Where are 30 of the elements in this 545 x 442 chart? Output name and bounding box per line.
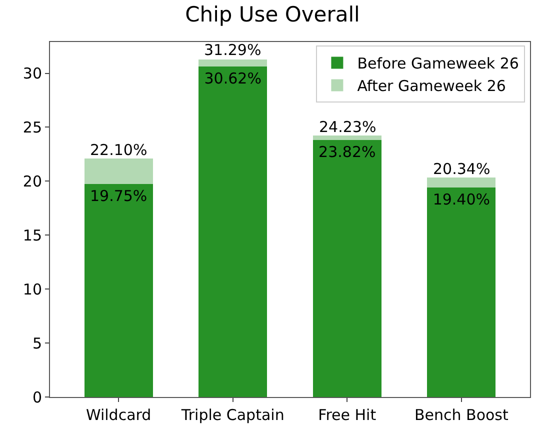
bar bbox=[84, 184, 153, 397]
total-label: 31.29% bbox=[204, 41, 262, 59]
y-tick-label: 10 bbox=[22, 280, 42, 298]
bar bbox=[427, 188, 496, 397]
legend-label: Before Gameweek 26 bbox=[357, 54, 519, 73]
chart-title: Chip Use Overall bbox=[185, 2, 360, 26]
data-label: 19.75% bbox=[90, 186, 148, 205]
total-label: 20.34% bbox=[433, 160, 490, 178]
y-tick-label: 5 bbox=[32, 334, 42, 352]
data-label: 19.40% bbox=[432, 190, 490, 209]
total-label: 22.10% bbox=[90, 141, 148, 159]
data-label: 23.82% bbox=[318, 142, 376, 161]
y-tick-label: 20 bbox=[22, 172, 42, 190]
y-tick-label: 0 bbox=[32, 388, 42, 406]
bar bbox=[198, 66, 268, 397]
bar bbox=[312, 136, 382, 140]
x-tick-label: Free Hit bbox=[318, 406, 376, 424]
legend-label: After Gameweek 26 bbox=[357, 77, 506, 96]
x-tick-label: Bench Boost bbox=[414, 406, 508, 424]
bar bbox=[84, 158, 153, 184]
bar bbox=[198, 59, 268, 67]
y-tick-label: 25 bbox=[22, 118, 42, 136]
x-tick-label: Triple Captain bbox=[180, 406, 284, 424]
bar bbox=[312, 140, 382, 397]
x-tick-label: Wildcard bbox=[86, 406, 152, 424]
total-label: 24.23% bbox=[319, 118, 376, 136]
y-tick-label: 30 bbox=[22, 64, 42, 83]
bar bbox=[427, 178, 496, 188]
data-label: 30.62% bbox=[204, 70, 262, 88]
y-tick-label: 15 bbox=[22, 226, 42, 244]
